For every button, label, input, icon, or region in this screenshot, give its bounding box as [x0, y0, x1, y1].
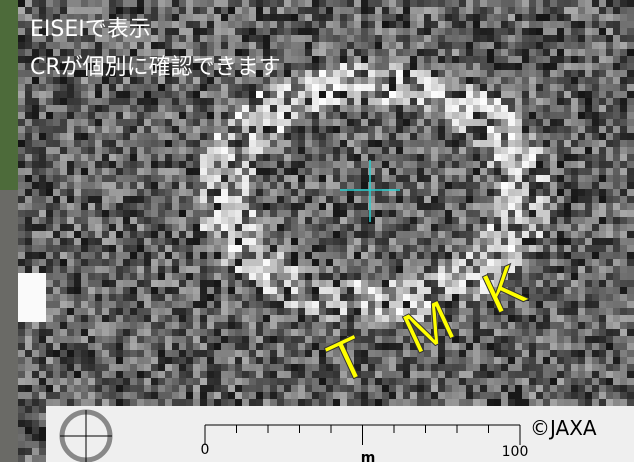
scale-bar — [204, 424, 521, 445]
compass — [59, 409, 113, 462]
scale-start: 0 — [201, 442, 210, 458]
side-photo — [0, 190, 18, 462]
scale-end: 100 — [502, 444, 529, 460]
side-photo — [0, 0, 18, 190]
crosshair — [340, 160, 400, 222]
credit: ©JAXA — [530, 416, 597, 440]
overlay-text: CRが個別に確認できます — [30, 55, 281, 80]
scale-unit: m — [361, 450, 376, 462]
overlay-text: EISEIで表示 — [30, 17, 151, 42]
scale-panel — [46, 406, 634, 462]
